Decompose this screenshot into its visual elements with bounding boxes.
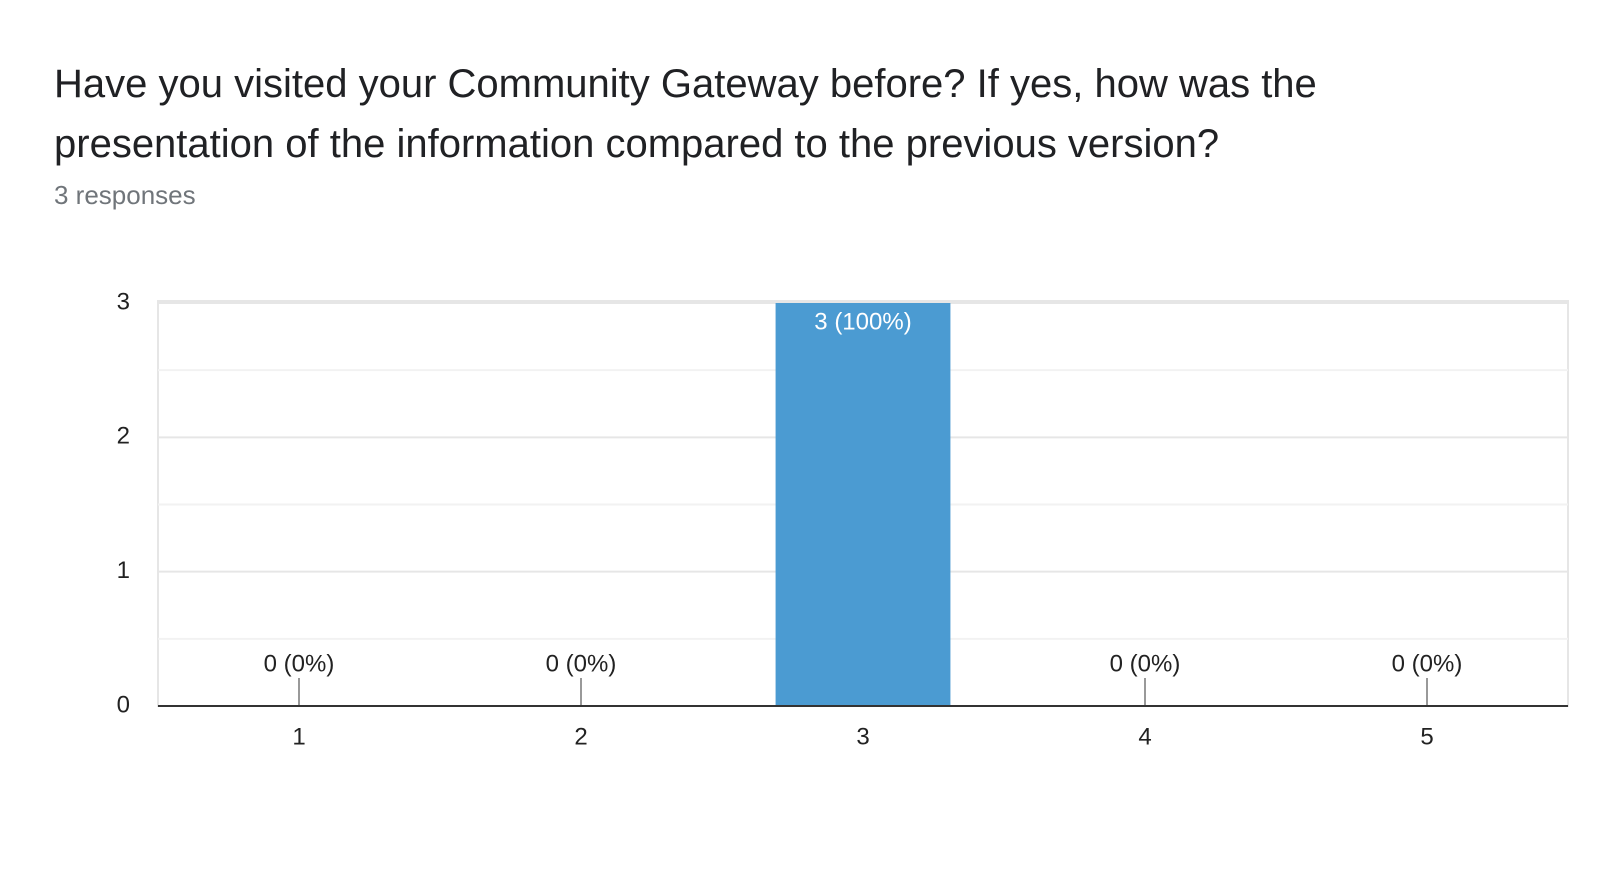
value-label: 3 (100%) bbox=[814, 308, 911, 335]
y-tick-label: 3 bbox=[117, 288, 130, 315]
bar bbox=[775, 303, 951, 706]
value-label: 0 (0%) bbox=[1110, 650, 1181, 677]
x-tick-label: 3 bbox=[856, 723, 869, 750]
value-label: 0 (0%) bbox=[1392, 650, 1463, 677]
x-tick-label: 2 bbox=[574, 723, 587, 750]
y-tick-label: 1 bbox=[117, 557, 130, 584]
chart-subtitle: 3 responses bbox=[54, 180, 196, 210]
y-tick-label: 0 bbox=[117, 691, 130, 718]
y-tick-label: 2 bbox=[117, 423, 130, 450]
chart-title: Have you visited your Community Gateway … bbox=[54, 62, 1317, 166]
x-tick-label: 1 bbox=[292, 723, 305, 750]
value-label: 0 (0%) bbox=[264, 650, 335, 677]
x-tick-label: 5 bbox=[1420, 723, 1433, 750]
value-label: 0 (0%) bbox=[546, 650, 617, 677]
x-tick-label: 4 bbox=[1138, 723, 1151, 750]
